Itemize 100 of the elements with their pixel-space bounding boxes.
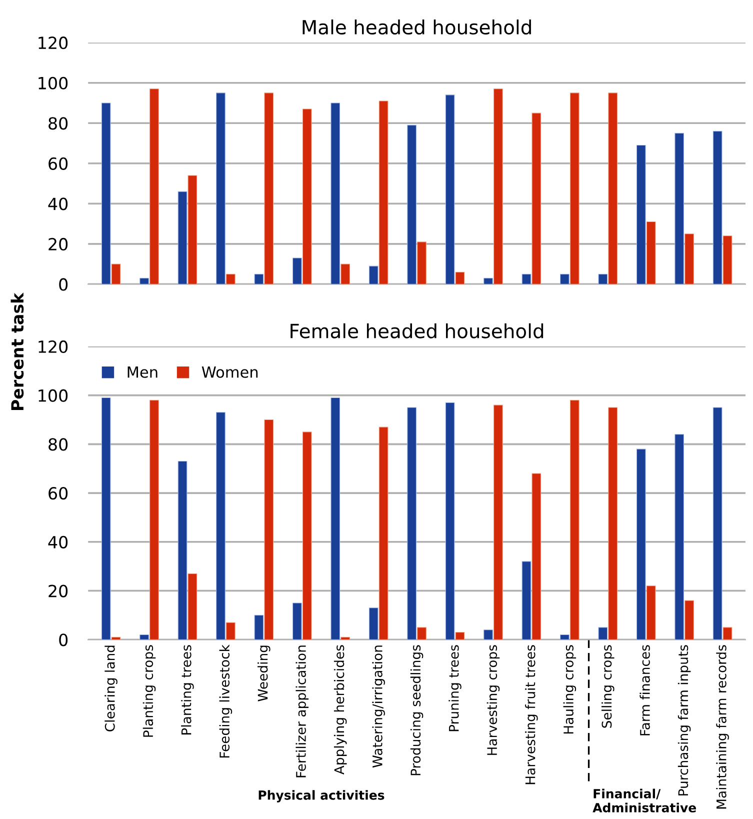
- y-tick-label: 120: [38, 340, 68, 354]
- bar: [330, 397, 340, 640]
- bar: [368, 608, 378, 640]
- bar: [646, 222, 656, 284]
- bar: [254, 274, 264, 284]
- bar: [674, 434, 684, 640]
- chart-title: Female headed household: [290, 323, 544, 338]
- bar: [302, 108, 312, 284]
- bar: [407, 124, 416, 284]
- x-tick-label: Applying herbicides: [334, 645, 347, 774]
- bar: [226, 274, 236, 284]
- x-tick-label: Harvesting crops: [486, 645, 500, 755]
- bar: [532, 473, 542, 640]
- bar: [140, 278, 149, 284]
- bar: [445, 94, 455, 284]
- y-tick-label: 100: [38, 389, 68, 402]
- bar: [417, 627, 426, 640]
- bar: [522, 561, 532, 640]
- bar: [455, 632, 465, 640]
- bar: [340, 636, 350, 640]
- y-tick-label: 100: [38, 76, 68, 90]
- y-axis-title: Percent task: [10, 292, 24, 410]
- bar: [111, 264, 121, 284]
- y-tick-label: 120: [38, 36, 68, 50]
- x-tick-label: Watering/irrigation: [372, 646, 385, 768]
- bar: [188, 175, 198, 284]
- bar: [330, 102, 340, 284]
- y-tick-label: 80: [48, 438, 68, 451]
- bar: [712, 407, 722, 640]
- x-tick-label: Pruning trees: [448, 645, 462, 732]
- x-tick-label: Selling crops: [601, 645, 614, 728]
- bar: [188, 573, 198, 640]
- bar: [674, 132, 684, 284]
- bar: [684, 600, 694, 640]
- bar: [608, 407, 618, 640]
- x-tick-label: Producing seedlings: [410, 645, 424, 776]
- bar: [254, 614, 264, 640]
- y-tick-label: 40: [48, 198, 68, 210]
- bar: [264, 92, 274, 284]
- bar: [407, 407, 416, 640]
- x-tick-label: Farm finances: [640, 645, 650, 736]
- y-tick-label: 60: [48, 487, 68, 500]
- bar: [226, 622, 236, 640]
- bar: [636, 448, 646, 640]
- bar: [598, 627, 608, 640]
- bar: [712, 130, 722, 284]
- x-tick-label: Planting crops: [142, 645, 156, 737]
- bar: [560, 634, 570, 640]
- bar: [340, 264, 350, 284]
- bar: [292, 602, 302, 640]
- text: Physical activities: [258, 790, 384, 802]
- bar: [646, 586, 656, 640]
- bar: [722, 627, 732, 640]
- bar: [378, 426, 388, 640]
- x-tick-label: Fertilizer application: [296, 646, 309, 778]
- y-tick-label: 60: [48, 157, 68, 170]
- bar: [560, 274, 570, 284]
- bar: [302, 432, 312, 640]
- y-tick-label: 20: [48, 238, 68, 250]
- bar: [570, 92, 580, 284]
- bar: [101, 102, 111, 284]
- chart-title: Male headed household: [302, 19, 531, 35]
- bar: [484, 630, 493, 640]
- bar: [636, 144, 646, 284]
- bar: [532, 112, 542, 284]
- legend-label: Men: [128, 366, 158, 378]
- bar: [150, 88, 159, 284]
- y-tick-label: 80: [48, 117, 68, 130]
- y-tick-label: 40: [48, 536, 68, 548]
- x-tick-label: Weeding: [258, 646, 270, 702]
- x-tick-label: Harvesting fruit trees: [525, 645, 538, 784]
- x-tick-label: Purchasing farm inputs: [678, 645, 691, 796]
- bar: [178, 191, 188, 284]
- bar: [101, 397, 111, 640]
- y-tick-label: 0: [59, 278, 68, 291]
- bar: [684, 234, 694, 284]
- x-tick-label: Maintaining farm records: [716, 645, 729, 809]
- bar: [368, 266, 378, 284]
- bar: [455, 272, 465, 284]
- x-tick-label: Hauling crops: [563, 645, 576, 734]
- bar: [216, 412, 226, 640]
- x-tick-label: Clearing land: [104, 646, 118, 732]
- bar: [150, 400, 159, 640]
- bar: [722, 236, 732, 284]
- bar: [608, 92, 618, 284]
- bar: [598, 274, 608, 284]
- bar: [445, 402, 455, 640]
- bar: [140, 634, 149, 640]
- y-tick-label: 0: [59, 634, 68, 646]
- bar: [292, 258, 302, 284]
- bar: [484, 278, 493, 284]
- x-tick-label: Planting trees: [181, 645, 194, 734]
- bar: [522, 274, 532, 284]
- bar: [216, 92, 226, 284]
- bar: [570, 400, 580, 640]
- bar: [378, 100, 388, 284]
- bar: [178, 460, 188, 640]
- y-tick-label: 20: [48, 584, 68, 598]
- legend-label: Women: [202, 366, 258, 378]
- bar: [417, 242, 426, 284]
